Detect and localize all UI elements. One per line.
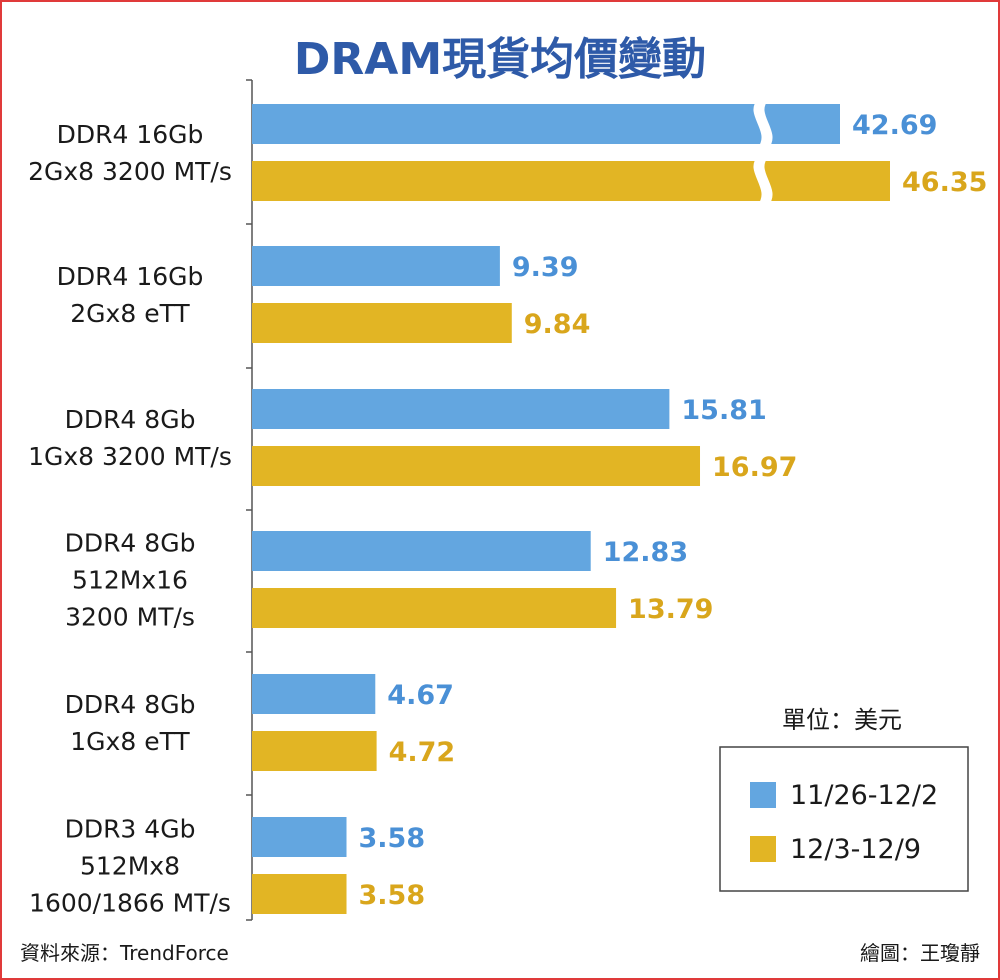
legend-label-series-1: 11/26-12/2 [790,780,938,811]
category-label: 2Gx8 3200 MT/s [28,157,232,186]
value-label: 42.69 [852,110,937,141]
category-label: 1600/1866 MT/s [29,889,231,918]
bar [252,874,347,914]
source-note: 資料來源：TrendForce [20,941,229,965]
value-label: 12.83 [603,537,688,568]
legend-swatch-series-1 [750,782,776,808]
bar [252,446,701,486]
chart-title: DRAM現貨均價變動 [294,34,706,85]
value-label: 16.97 [712,452,797,483]
category-axis [246,79,253,921]
value-label: 3.58 [359,823,426,854]
value-label: 46.35 [902,167,987,198]
category-label: DDR4 16Gb [57,262,204,291]
legend-label-series-2: 12/3-12/9 [790,834,921,865]
category-label: DDR4 8Gb [65,690,196,719]
legend: 11/26-12/2 12/3-12/9 [719,746,969,892]
category-label: 512Mx8 [80,852,180,881]
bar [252,817,347,857]
category-labels: DDR4 16Gb 2Gx8 3200 MT/s DDR4 16Gb 2Gx8 eTT… [28,120,232,918]
credit-note: 繪圖：王瓊靜 [860,941,980,965]
value-label: 9.39 [512,252,579,283]
value-label: 15.81 [681,395,766,426]
axis-break-mark [753,99,773,149]
bar [252,246,500,286]
category-label: 1Gx8 eTT [70,727,190,756]
value-label: 3.58 [359,880,426,911]
bar [252,674,376,714]
bar [252,389,670,429]
bar [252,303,512,343]
bar-series: 42.69 46.35 9.39 9.84 15.81 16.97 12.83 13.79 4.… [252,99,987,914]
category-label: 1Gx8 3200 MT/s [28,442,232,471]
bar [252,731,377,771]
bar [252,588,617,628]
value-label: 13.79 [628,594,713,625]
bar [252,161,890,201]
category-label: DDR4 8Gb [65,405,196,434]
axis-break-mark [753,156,773,206]
bar [252,104,840,144]
category-label: DDR3 4Gb [65,815,196,844]
category-label: 3200 MT/s [65,603,195,632]
category-label: DDR4 8Gb [65,529,196,558]
category-label: 2Gx8 eTT [70,299,190,328]
value-label: 4.67 [387,680,454,711]
category-label: 512Mx16 [72,566,188,595]
unit-label: 單位：美元 [782,706,902,734]
category-label: DDR4 16Gb [57,120,204,149]
legend-box [719,746,969,892]
bar [252,531,591,571]
legend-swatch-series-2 [750,836,776,862]
value-label: 4.72 [389,737,456,768]
value-label: 9.84 [524,309,591,340]
